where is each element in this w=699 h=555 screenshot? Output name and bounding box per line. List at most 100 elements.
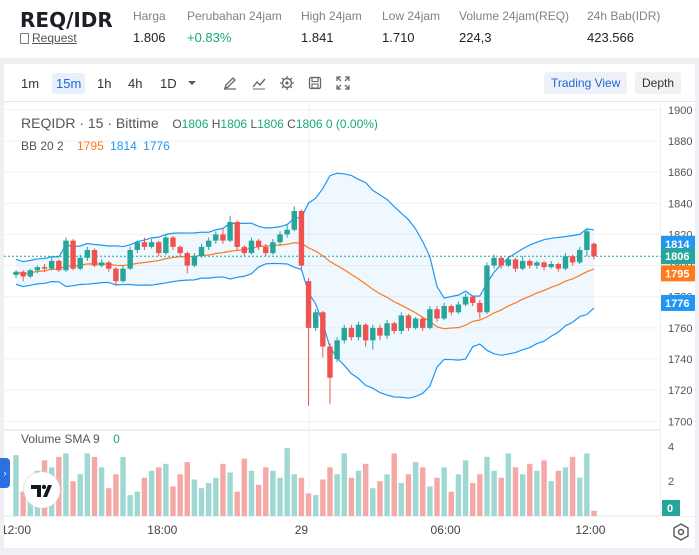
time-tick-label: 29: [295, 523, 309, 537]
volume-bar: [106, 488, 112, 516]
candle-body: [412, 318, 419, 328]
candle: [534, 260, 540, 269]
asset-info-link[interactable]: Request: [32, 31, 77, 45]
candle: [498, 256, 504, 269]
candle: [63, 237, 69, 272]
candle-body: [591, 243, 597, 257]
timeframe-15m[interactable]: 15m: [52, 73, 86, 94]
candle: [569, 254, 576, 266]
candle: [448, 304, 454, 316]
volume-bar: [277, 477, 283, 516]
candle: [527, 259, 533, 269]
candle-body: [441, 306, 447, 319]
volume-bar: [127, 495, 133, 516]
candle: [398, 312, 405, 335]
fullscreen-icon[interactable]: [335, 75, 351, 91]
volume-bar: [284, 448, 290, 516]
depth-tab[interactable]: Depth: [635, 72, 682, 94]
volume-bar: [234, 491, 240, 516]
candle: [70, 239, 76, 271]
tradingview-logo[interactable]: [24, 472, 60, 508]
candle-body: [498, 257, 504, 266]
chart-legend: REQIDR · 15 · Bittime O1806 H1806 L1806 …: [21, 115, 378, 131]
volume-bar: [248, 470, 255, 516]
chart-settings-icon[interactable]: [671, 522, 691, 542]
stat-high: High 24jam 1.841: [301, 9, 362, 45]
candle: [106, 260, 112, 272]
candle-body: [77, 257, 83, 269]
timeframe-1m[interactable]: 1m: [21, 76, 40, 91]
candle-body: [569, 256, 576, 263]
bb-upper-value: 1814: [110, 139, 137, 153]
candle: [291, 206, 298, 232]
volume-bar: [455, 474, 462, 516]
candle-body: [469, 296, 476, 303]
candle-body: [370, 327, 376, 341]
save-icon[interactable]: [307, 75, 323, 91]
candle-body: [562, 256, 569, 269]
volume-bar: [477, 474, 483, 516]
candle-body: [191, 256, 198, 266]
sidebar-expand-handle[interactable]: ›: [0, 458, 10, 488]
volume-bar: [348, 477, 355, 516]
candlestick-chart[interactable]: 1700172017401760178018001820184018601880…: [4, 102, 695, 548]
candle-body: [377, 327, 383, 336]
candle: [184, 251, 190, 274]
stat-low: Low 24jam 1.710: [382, 9, 440, 45]
candle: [98, 259, 105, 268]
candle: [491, 254, 497, 269]
volume-bar: [177, 474, 183, 516]
volume-bar: [205, 482, 212, 516]
legend-symbol: REQIDR · 15 · Bittime: [21, 115, 159, 131]
candle: [77, 254, 83, 271]
price-tag-label: 1814: [665, 239, 690, 251]
legend-l-label: L: [250, 117, 258, 131]
candle-body: [248, 240, 255, 254]
candle-body: [398, 315, 405, 331]
candle-body: [305, 281, 312, 328]
stat-turnover: 24h Bab(IDR) 423.566: [587, 9, 660, 45]
candle: [205, 237, 212, 250]
candle: [56, 259, 62, 272]
price-tick-label: 1860: [668, 167, 692, 179]
volume-bar: [98, 467, 105, 516]
indicator-icon[interactable]: [251, 75, 267, 91]
candle-body: [455, 304, 462, 313]
legend-h-label: H: [211, 117, 221, 131]
volume-bar: [541, 460, 547, 516]
candle: [577, 246, 583, 264]
trading-view-tab[interactable]: Trading View: [544, 72, 628, 94]
price-candles: [13, 206, 597, 406]
price-tag: [661, 248, 695, 265]
volume-bar: [577, 477, 583, 516]
draw-pen-icon[interactable]: [222, 75, 238, 91]
candle-body: [227, 221, 233, 241]
price-tag-label: 1806: [665, 251, 689, 263]
settings-gear-icon[interactable]: [279, 75, 295, 91]
time-axis: 12:00 18:00 29 06:00 12:00: [4, 523, 606, 537]
bb-basis-value: 1795: [77, 139, 104, 153]
candle: [441, 302, 447, 321]
legend-o-label: O: [172, 117, 182, 131]
stat-label: Volume 24jam(REQ): [459, 9, 570, 23]
volume-bar: [412, 462, 419, 516]
price-tag-label: 1795: [665, 268, 689, 280]
timeframe-1h[interactable]: 1h: [97, 76, 112, 91]
timeframe-1d[interactable]: 1D: [160, 76, 177, 91]
dropdown-caret-icon[interactable]: [184, 75, 200, 91]
volume-bar: [427, 486, 433, 516]
volume-bar: [77, 474, 83, 516]
candle: [341, 324, 347, 344]
candle: [13, 270, 19, 279]
candle: [312, 309, 319, 331]
candle-body: [91, 249, 98, 266]
stat-label: Harga: [133, 9, 166, 23]
candle: [277, 231, 283, 246]
candle: [469, 295, 476, 307]
candle: [320, 310, 326, 358]
timeframe-4h[interactable]: 4h: [128, 76, 143, 91]
volume-bar: [555, 470, 562, 516]
volume-bar: [241, 458, 248, 516]
volume-bar: [70, 481, 76, 516]
volume-bar: [584, 453, 590, 516]
